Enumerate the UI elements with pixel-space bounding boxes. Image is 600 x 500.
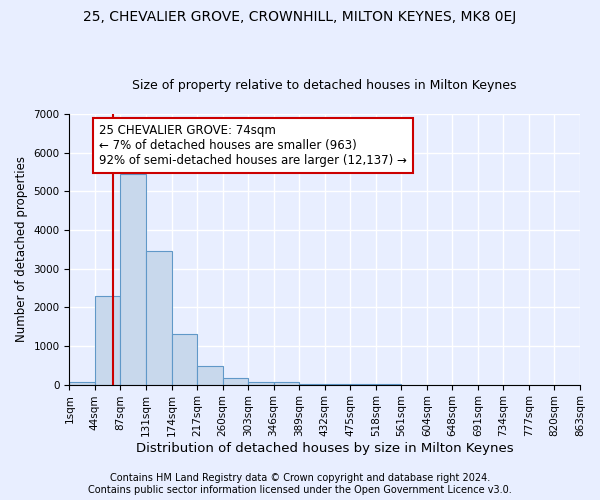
Bar (172, 334, 197, 384)
Text: Contains HM Land Registry data © Crown copyright and database right 2024.
Contai: Contains HM Land Registry data © Crown c… (88, 474, 512, 495)
X-axis label: Distribution of detached houses by size in Milton Keynes: Distribution of detached houses by size … (136, 442, 514, 455)
Bar (146, 251, 172, 384)
Bar (248, 382, 274, 384)
Bar (274, 382, 299, 384)
Title: Size of property relative to detached houses in Milton Keynes: Size of property relative to detached ho… (133, 79, 517, 92)
Bar (121, 174, 146, 384)
Text: 25, CHEVALIER GROVE, CROWNHILL, MILTON KEYNES, MK8 0EJ: 25, CHEVALIER GROVE, CROWNHILL, MILTON K… (83, 10, 517, 24)
Bar (197, 366, 223, 384)
Y-axis label: Number of detached properties: Number of detached properties (15, 156, 28, 342)
Text: 25 CHEVALIER GROVE: 74sqm
← 7% of detached houses are smaller (963)
92% of semi-: 25 CHEVALIER GROVE: 74sqm ← 7% of detach… (99, 124, 407, 166)
Bar (70, 382, 95, 384)
Bar (223, 378, 248, 384)
Bar (95, 296, 121, 384)
